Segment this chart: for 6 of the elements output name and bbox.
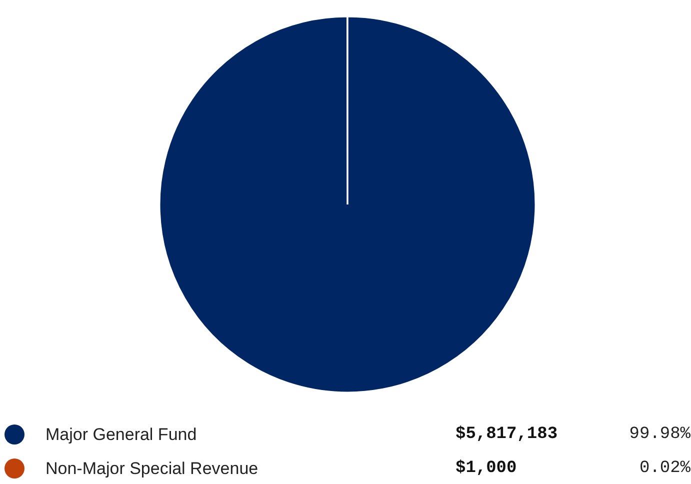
legend-label: Major General Fund [46,425,197,444]
text: 99.98% [629,425,691,444]
text: 0.02% [639,459,691,478]
legend-label: Non-Major Special Revenue [46,459,258,478]
data-label: $1,000 [456,459,517,478]
data-label: $5,817,183 [456,425,558,444]
